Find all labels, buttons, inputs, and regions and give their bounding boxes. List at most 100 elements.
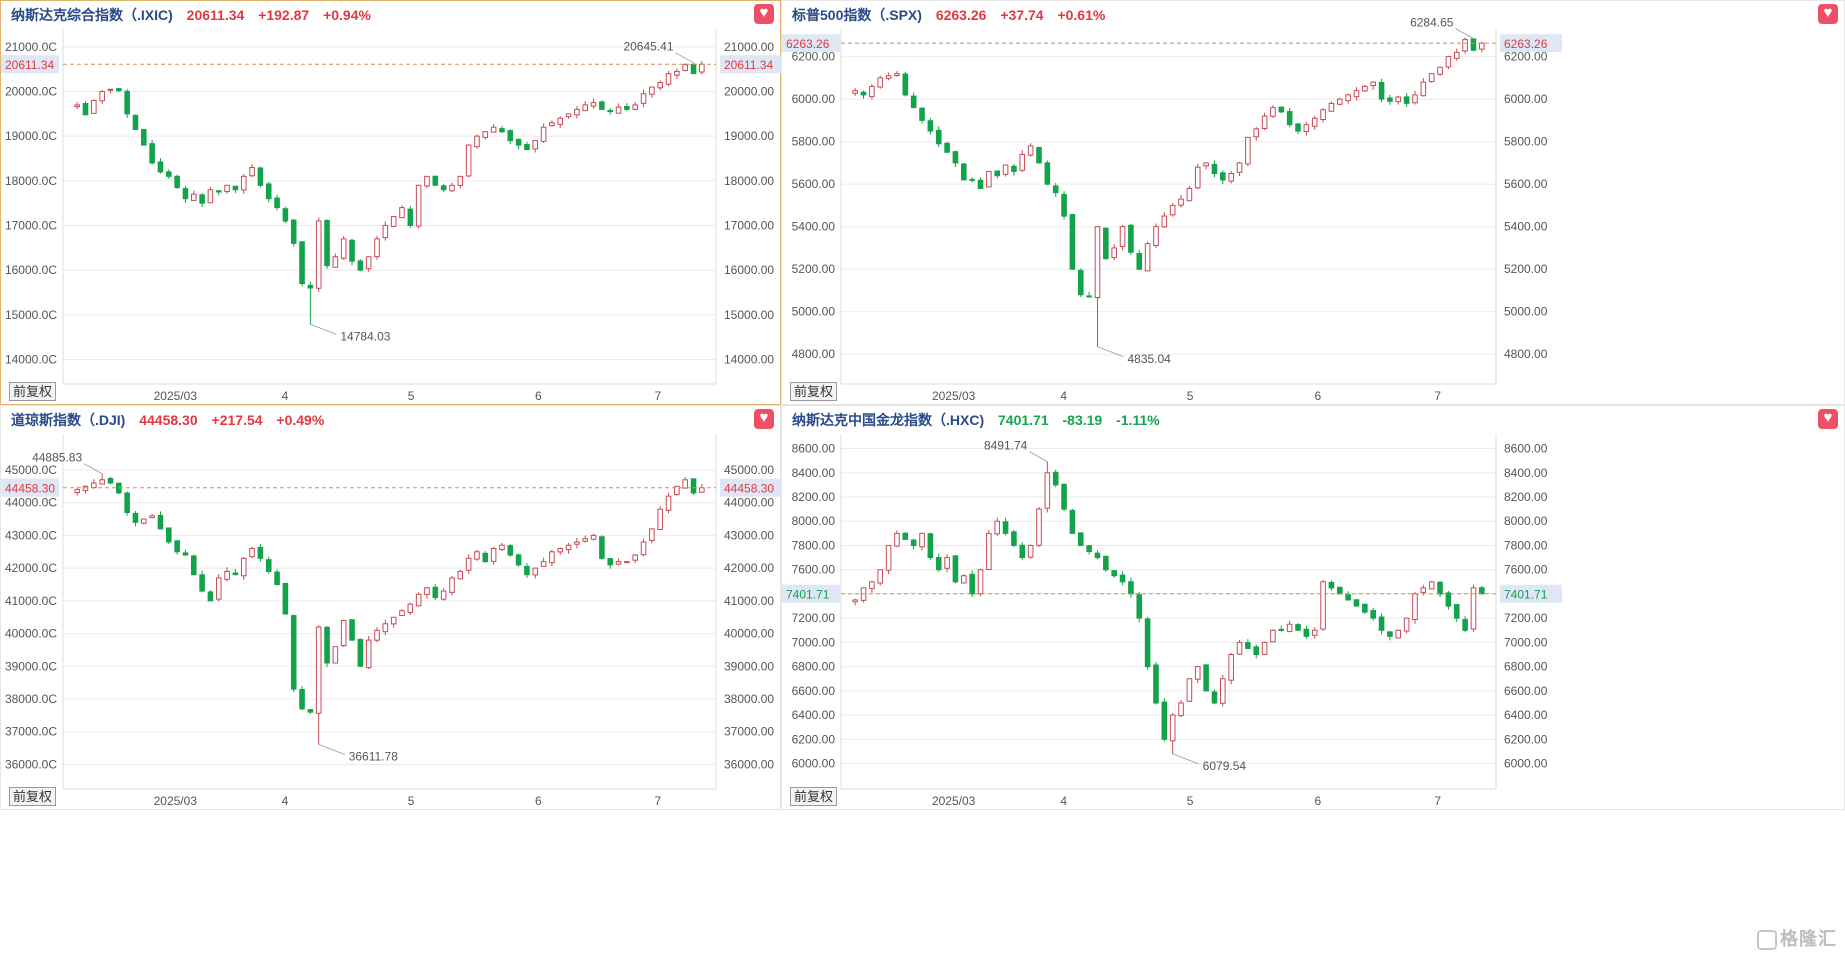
- candle-body: [157, 514, 164, 530]
- favorite-button[interactable]: ♥: [754, 4, 774, 24]
- candle-body: [99, 91, 105, 102]
- candle-body: [507, 545, 514, 556]
- candle-body: [1270, 629, 1276, 643]
- current-price-label-right: 44458.30: [724, 482, 774, 496]
- candle-body: [877, 569, 884, 584]
- x-tick-label: 6: [535, 794, 542, 808]
- index-name[interactable]: 纳斯达克中国金龙指数（.HXC): [792, 412, 985, 428]
- chart-panel-ixic[interactable]: 纳斯达克综合指数（.IXIC) 20611.34 +192.87 +0.94% …: [0, 0, 782, 406]
- y-tick-label-left: 40000.0C: [5, 627, 57, 641]
- candle-body: [82, 103, 89, 116]
- candle-body: [1103, 555, 1109, 571]
- candle-body: [1103, 227, 1109, 260]
- candle-body: [1345, 94, 1351, 102]
- candle-body: [1169, 204, 1176, 216]
- candle-body: [549, 551, 555, 564]
- favorite-button[interactable]: ♥: [1818, 409, 1838, 429]
- y-tick-label-left: 7600.00: [792, 563, 836, 577]
- candle-body: [190, 555, 197, 576]
- candle-body: [490, 548, 497, 562]
- candle-body: [91, 482, 97, 489]
- candle-body: [182, 188, 189, 200]
- favorite-button[interactable]: ♥: [754, 409, 774, 429]
- low-pointer: [1097, 346, 1124, 358]
- y-tick-label-right: 37000.00: [724, 725, 774, 739]
- candle-body: [257, 546, 264, 559]
- candle-body: [1236, 162, 1243, 173]
- index-price: 44458.30: [139, 412, 198, 428]
- chart-panel-spx[interactable]: 标普500指数（.SPX) 6263.26 +37.74 +0.61% ♥ 62…: [781, 0, 1845, 405]
- current-price-label-right: 20611.34: [724, 58, 773, 72]
- candle-body: [657, 82, 663, 89]
- candle-body: [174, 540, 180, 553]
- price-adjust-button[interactable]: 前复权: [790, 787, 838, 806]
- candle-body: [1186, 678, 1193, 702]
- y-tick-label-right: 5000.00: [1504, 305, 1548, 319]
- candle-body: [449, 184, 455, 192]
- candlestick-chart[interactable]: 8600.00 8600.00 8400.00 8400.00 8200.00 8200.…: [782, 406, 1845, 811]
- low-pointer: [1172, 753, 1199, 765]
- candlestick-chart[interactable]: 21000.0C 21000.00 20000.0C 20000.00 19000.0C…: [1, 1, 782, 406]
- candle-body: [1178, 702, 1184, 717]
- candle-body: [1470, 587, 1477, 630]
- candle-body: [1044, 162, 1051, 185]
- x-tick-label: 4: [282, 794, 289, 808]
- candle-body: [1387, 97, 1393, 102]
- candle-body: [1453, 604, 1460, 619]
- index-name[interactable]: 纳斯达克综合指数（.IXIC): [11, 7, 173, 23]
- current-price-label-right: 6263.26: [1504, 37, 1548, 51]
- y-tick-label-right: 6000.00: [1504, 757, 1548, 771]
- candle-body: [1002, 521, 1009, 534]
- candle-body: [1069, 214, 1076, 270]
- index-change: +217.54: [211, 412, 263, 428]
- candle-body: [124, 90, 130, 115]
- candle-body: [165, 171, 172, 177]
- x-tick-label: 2025/03: [932, 794, 976, 808]
- candle-body: [1412, 593, 1418, 621]
- candle-body: [1228, 173, 1234, 182]
- candle-body: [324, 626, 330, 664]
- index-price: 7401.71: [998, 412, 1049, 428]
- candle-body: [674, 485, 680, 496]
- price-adjust-button[interactable]: 前复权: [9, 787, 57, 806]
- price-adjust-button[interactable]: 前复权: [9, 382, 57, 401]
- x-tick-label: 5: [1187, 389, 1194, 403]
- y-tick-label-right: 16000.00: [724, 263, 774, 277]
- candle-body: [1178, 198, 1184, 206]
- y-tick-label-right: 40000.00: [724, 627, 774, 641]
- candle-body: [299, 689, 305, 710]
- candlestick-chart[interactable]: 6200.00 6200.00 6000.00 6000.00 5800.00 5800.…: [782, 1, 1845, 406]
- candle-body: [107, 477, 114, 484]
- candle-body: [1169, 714, 1176, 742]
- y-tick-label-left: 8600.00: [792, 442, 836, 456]
- y-tick-label-left: 42000.0C: [5, 561, 57, 575]
- high-pointer: [1029, 451, 1048, 463]
- y-tick-label-right: 44000.00: [724, 496, 774, 510]
- high-label: 44885.83: [32, 451, 82, 465]
- price-adjust-button[interactable]: 前复权: [790, 382, 838, 401]
- candle-body: [349, 619, 355, 641]
- candle-body: [1111, 570, 1117, 577]
- candle-body: [1295, 624, 1301, 631]
- panel-header: 纳斯达克中国金龙指数（.HXC) 7401.71 -83.19 -1.11%: [792, 410, 1160, 430]
- index-name[interactable]: 道琼斯指数（.DJI): [11, 412, 126, 428]
- candle-body: [649, 528, 655, 541]
- candle-body: [307, 284, 314, 289]
- x-tick-label: 6: [535, 389, 542, 403]
- candlestick-chart[interactable]: 45000.0C 45000.00 44000.0C 44000.00 43000.0C…: [1, 406, 782, 811]
- index-name[interactable]: 标普500指数（.SPX): [792, 7, 922, 23]
- y-tick-label-left: 7800.00: [792, 538, 836, 552]
- chart-panel-hxc[interactable]: 纳斯达克中国金龙指数（.HXC) 7401.71 -83.19 -1.11% ♥…: [781, 405, 1845, 810]
- candle-body: [1353, 599, 1360, 607]
- candle-body: [919, 532, 925, 548]
- candle-body: [174, 175, 180, 189]
- candle-body: [465, 144, 472, 177]
- x-tick-label: 7: [655, 389, 662, 403]
- chart-panel-dji[interactable]: 道琼斯指数（.DJI) 44458.30 +217.54 +0.49% ♥ 45…: [0, 405, 782, 811]
- candle-body: [540, 126, 547, 142]
- favorite-button[interactable]: ♥: [1818, 4, 1838, 24]
- candle-body: [357, 638, 364, 667]
- y-tick-label-left: 6000.00: [792, 757, 836, 771]
- candle-body: [1094, 226, 1101, 299]
- candle-body: [424, 587, 430, 596]
